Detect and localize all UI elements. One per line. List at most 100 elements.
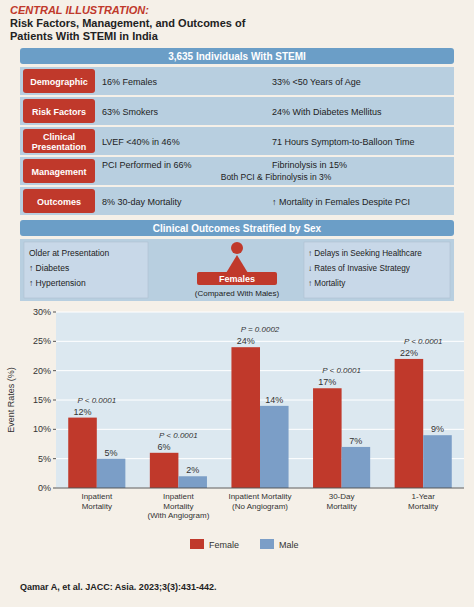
row-label: Outcomes xyxy=(37,197,81,207)
data-label-line: 12% xyxy=(74,407,92,417)
title: CENTRAL ILLUSTRATION: xyxy=(10,4,149,16)
left-box-text: Older at Presentation xyxy=(29,248,110,258)
p-value: P < 0.0001 xyxy=(322,366,361,375)
y-tick xyxy=(53,400,56,401)
y-tick-label-line: 30% xyxy=(33,307,51,317)
p-value: P < 0.0001 xyxy=(159,431,198,440)
row-label-line: Demographic xyxy=(30,77,88,87)
row-text: 63% Smokers xyxy=(102,107,159,117)
y-tick-label: 20% xyxy=(33,366,51,376)
y-tick-label-line: 10% xyxy=(33,424,51,434)
row-label-line: Management xyxy=(31,167,86,177)
y-tick-label: 25% xyxy=(33,336,51,346)
row-text: 24% With Diabetes Mellitus xyxy=(272,107,382,117)
females-sub-line: (Compared With Males) xyxy=(195,289,280,298)
y-tick-label: 0% xyxy=(38,483,51,493)
x-tick-label-line: Inpatient xyxy=(81,492,112,501)
row-text: 33% <50 Years of Age xyxy=(272,77,361,87)
left-box xyxy=(24,242,148,298)
row-text-line: 24% With Diabetes Mellitus xyxy=(272,107,382,117)
x-tick-label-line: Inpatient Mortality xyxy=(228,492,291,501)
left-box-text: ↑ Diabetes xyxy=(29,263,69,273)
info-row xyxy=(20,67,454,95)
row-text: 16% Females xyxy=(102,77,158,87)
females-label-box xyxy=(197,272,277,285)
females-label-line: Females xyxy=(219,274,255,284)
x-tick-label-line: 30-Day xyxy=(329,492,355,501)
right-box-text: ↑ Delays in Seeking Healthcare xyxy=(308,249,422,258)
right-box-text: ↓ Rates of Invasive Strategy xyxy=(308,264,411,273)
row-label-box xyxy=(23,99,95,123)
row-label: Risk Factors xyxy=(32,107,86,117)
data-label: 12% xyxy=(74,407,92,417)
data-label: 14% xyxy=(265,395,283,405)
y-tick xyxy=(53,341,56,342)
legend-label: Male xyxy=(279,540,299,550)
row-label: Demographic xyxy=(30,77,88,87)
data-label-line: 6% xyxy=(158,442,171,452)
x-tick-label-line: 1-Year xyxy=(412,492,436,501)
row-text-line: Fibrinolysis in 15% xyxy=(272,160,347,170)
p-value-line: P < 0.0001 xyxy=(159,431,198,440)
labels: 12%5%P < 0.00016%2%P < 0.000124%14%P = 0… xyxy=(74,325,444,475)
bars xyxy=(68,347,452,488)
x-tick-label-line: Mortality xyxy=(163,502,193,511)
row-text-line: ↑ Mortality in Females Despite PCI xyxy=(272,197,410,207)
row-text: Both PCI & Fibrinolysis in 3% xyxy=(221,172,332,182)
legend-label-line: Female xyxy=(209,540,239,550)
data-label-line: 5% xyxy=(105,448,118,458)
title-line: CENTRAL ILLUSTRATION: xyxy=(10,4,149,16)
y-tick-label-line: 0% xyxy=(38,483,51,493)
left-box-text-line: Older at Presentation xyxy=(29,248,110,258)
females-sub: (Compared With Males) xyxy=(195,289,280,298)
row-text-line: 16% Females xyxy=(102,77,158,87)
x-tick-label-line: Mortality xyxy=(408,502,438,511)
x-axis-line xyxy=(56,488,464,489)
y-tick-label-line: 5% xyxy=(38,454,51,464)
legend-swatch xyxy=(190,539,204,549)
data-label: 9% xyxy=(431,424,444,434)
banner-text: 3,635 Individuals With STEMI xyxy=(168,51,306,62)
data-label-line: 9% xyxy=(431,424,444,434)
row-label-line: Clinical xyxy=(43,132,75,142)
data-label: 17% xyxy=(318,377,336,387)
y-tick xyxy=(53,488,56,489)
row-text-line: Both PCI & Fibrinolysis in 3% xyxy=(221,172,332,182)
data-label-line: 24% xyxy=(237,336,255,346)
data-label: 24% xyxy=(237,336,255,346)
females-label: Females xyxy=(219,274,255,284)
row-label: Management xyxy=(31,167,86,177)
y-tick-label-line: 15% xyxy=(33,395,51,405)
y-tick-label-line: 20% xyxy=(33,366,51,376)
bar xyxy=(342,447,371,488)
data-label: 6% xyxy=(158,442,171,452)
female-icon-head xyxy=(231,242,243,254)
plot-area xyxy=(56,312,464,488)
right-box-text-line: ↑ Delays in Seeking Healthcare xyxy=(308,249,422,258)
row-text: 8% 30-day Mortality xyxy=(102,197,182,207)
title: Risk Factors, Management, and Outcomes o… xyxy=(10,17,246,29)
banner-text-line: 3,635 Individuals With STEMI xyxy=(168,51,306,62)
p-value-line: P = 0.0002 xyxy=(241,325,280,334)
y-tick-label: 30% xyxy=(33,307,51,317)
section-banner xyxy=(20,220,454,236)
row-text: Fibrinolysis in 15% xyxy=(272,160,347,170)
data-label-line: 7% xyxy=(349,436,362,446)
bar xyxy=(97,459,126,488)
y-axis-label: Event Rates (%) xyxy=(6,367,16,433)
bar xyxy=(313,388,342,488)
left-box-text-line: ↑ Diabetes xyxy=(29,263,69,273)
title: Patients With STEMI in India xyxy=(10,30,159,42)
row-label-box xyxy=(23,159,95,183)
x-tick-label-line: (No Angiogram) xyxy=(232,502,288,511)
p-value: P < 0.0001 xyxy=(77,396,116,405)
right-box-text: ↑ Mortality xyxy=(308,279,346,288)
data-label: 22% xyxy=(400,348,418,358)
bar xyxy=(260,406,289,488)
y-tick xyxy=(53,312,56,313)
bar xyxy=(231,347,260,488)
row-label-box xyxy=(23,189,95,213)
bar xyxy=(423,435,452,488)
data-label: 5% xyxy=(105,448,118,458)
row-label-line: Outcomes xyxy=(37,197,81,207)
